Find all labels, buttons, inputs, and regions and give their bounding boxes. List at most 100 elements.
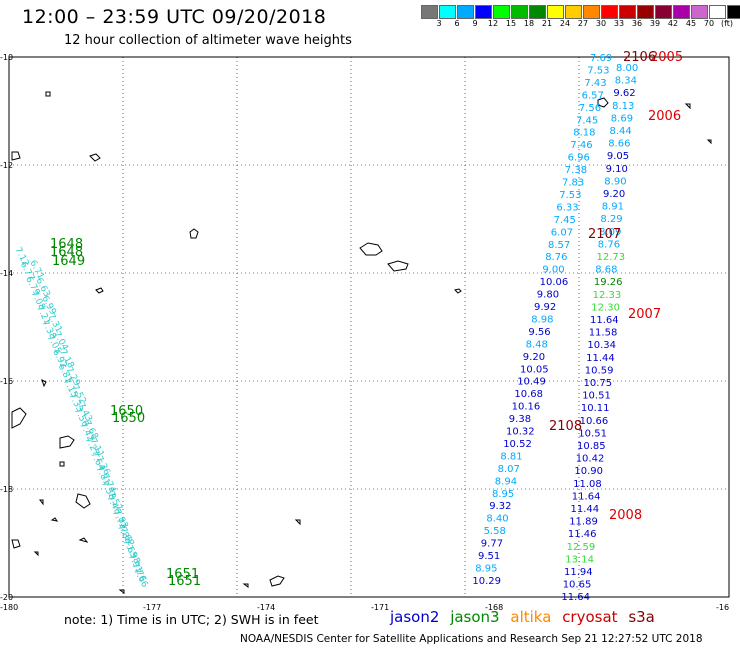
track-value: 8.95: [492, 489, 514, 500]
legend-s3a: s3a: [628, 608, 655, 626]
lat-label: -20: [0, 593, 13, 602]
track-value: 7.45: [576, 115, 598, 126]
track-value: 7.56: [579, 103, 601, 114]
color-scale-legend: 3 6 9 12 15 18 21 24 27 30 33 36 39 42 45 70 (ft): [421, 5, 740, 28]
track-value: 7.38: [565, 165, 587, 176]
scale-label: 24: [559, 19, 571, 28]
scale-label: 3: [436, 19, 442, 28]
color-swatch: [655, 5, 672, 19]
island-outline: [359, 242, 383, 256]
track-value: 11.46: [568, 529, 597, 540]
track-value: 8.90: [604, 176, 626, 187]
track-value: 8.18: [573, 128, 595, 139]
color-swatch: [727, 5, 740, 19]
track-value: 9.05: [607, 151, 629, 162]
legend-altika: altika: [510, 608, 552, 626]
track-value: 8.13: [612, 101, 634, 112]
scale-label: 42: [667, 19, 679, 28]
island-outline: [11, 539, 21, 549]
track-value: 12.59: [567, 542, 596, 553]
color-swatch: [565, 5, 582, 19]
track-value: 11.44: [586, 353, 615, 364]
island-outlines: [11, 91, 712, 594]
track-value: 9.32: [489, 501, 511, 512]
track-value: 12.73: [597, 252, 626, 263]
legend-jason2: jason2: [390, 608, 440, 626]
color-scale-labels: 3 6 9 12 15 18 21 24 27 30 33 36 39 42 45 70 (ft): [421, 19, 740, 28]
track-value: 8.76: [545, 252, 567, 263]
track-value: 8.00: [616, 63, 638, 74]
time-group-label: 2006: [648, 109, 681, 124]
track-value: 10.34: [587, 340, 616, 351]
track-value: 6.57: [582, 90, 604, 101]
track-value: 10.65: [563, 580, 592, 591]
scale-label: 21: [541, 19, 553, 28]
track-value: 9.62: [613, 88, 635, 99]
track-value: 9.38: [509, 414, 531, 425]
track-value: 7.53: [587, 65, 609, 76]
lon-label: -177: [143, 603, 161, 612]
island-outline: [597, 97, 609, 108]
scale-label: 30: [595, 19, 607, 28]
credit-line: NOAA/NESDIS Center for Satellite Applica…: [240, 633, 703, 645]
scale-label: 45: [685, 19, 697, 28]
lon-label: -171: [371, 603, 389, 612]
track-value: 8.68: [595, 265, 617, 276]
time-group-label: 1651: [168, 574, 201, 589]
island-outline: [59, 435, 75, 449]
color-swatch: [673, 5, 690, 19]
lat-label: -12: [0, 161, 13, 170]
axis-labels: -10 -12 -14 -16 -18 -20-180 -177 -174 -171 -168 -1…: [0, 53, 729, 612]
track-value: 12.33: [593, 290, 622, 301]
track-value: 9.20: [523, 352, 545, 363]
track-value: 10.29: [472, 576, 501, 587]
color-swatch: [439, 5, 456, 19]
lon-label: -180: [0, 603, 18, 612]
track-value: 7.46: [570, 140, 592, 151]
track-value: 10.06: [540, 277, 569, 288]
color-swatch: [637, 5, 654, 19]
track-value: 6.33: [556, 202, 578, 213]
island-outline: [684, 103, 691, 110]
track-value: 6.07: [551, 227, 573, 238]
legend-jason3: jason3: [450, 608, 500, 626]
lat-label: -18: [0, 485, 13, 494]
track-value: 9.80: [537, 290, 559, 301]
lat-label: -16: [0, 377, 13, 386]
lon-label: -168: [485, 603, 503, 612]
track-value: 8.81: [500, 451, 522, 462]
track-value: 8.40: [486, 514, 508, 525]
island-outline: [387, 260, 409, 272]
time-group-label: 2107: [588, 227, 621, 242]
time-group-label: 2008: [609, 508, 642, 523]
track-value: 10.32: [506, 427, 535, 438]
island-outline: [41, 379, 47, 388]
track-value: 9.20: [603, 189, 625, 200]
track-value: 11.94: [564, 567, 593, 578]
track-value: 13.14: [565, 554, 594, 565]
track-value: 10.51: [578, 428, 607, 439]
track-value: 10.42: [576, 454, 605, 465]
track-value: 5.58: [484, 526, 506, 537]
altimeter-tracks: 7.126.776.797.087.217.387.056.926.817.15…: [12, 50, 683, 603]
track-value: 7.83: [562, 178, 584, 189]
track-value: 10.51: [582, 391, 611, 402]
track-value: 10.59: [585, 365, 614, 376]
scale-label: 27: [577, 19, 589, 28]
track-value: 8.94: [495, 476, 517, 487]
track-value: 10.49: [517, 377, 546, 388]
island-outline: [75, 493, 91, 509]
track-value: 10.16: [512, 402, 541, 413]
color-swatch: [529, 5, 546, 19]
color-swatch: [511, 5, 528, 19]
island-outline: [118, 589, 125, 594]
scale-label: 15: [505, 19, 517, 28]
scale-label: 12: [487, 19, 499, 28]
time-group-label: 2108: [549, 419, 582, 434]
color-swatch: [421, 5, 438, 19]
scale-label: 36: [631, 19, 643, 28]
time-group-label: 2005: [650, 50, 683, 65]
track-value: 10.68: [514, 389, 543, 400]
lon-label: -16: [716, 603, 729, 612]
track-value: 11.08: [573, 479, 602, 490]
